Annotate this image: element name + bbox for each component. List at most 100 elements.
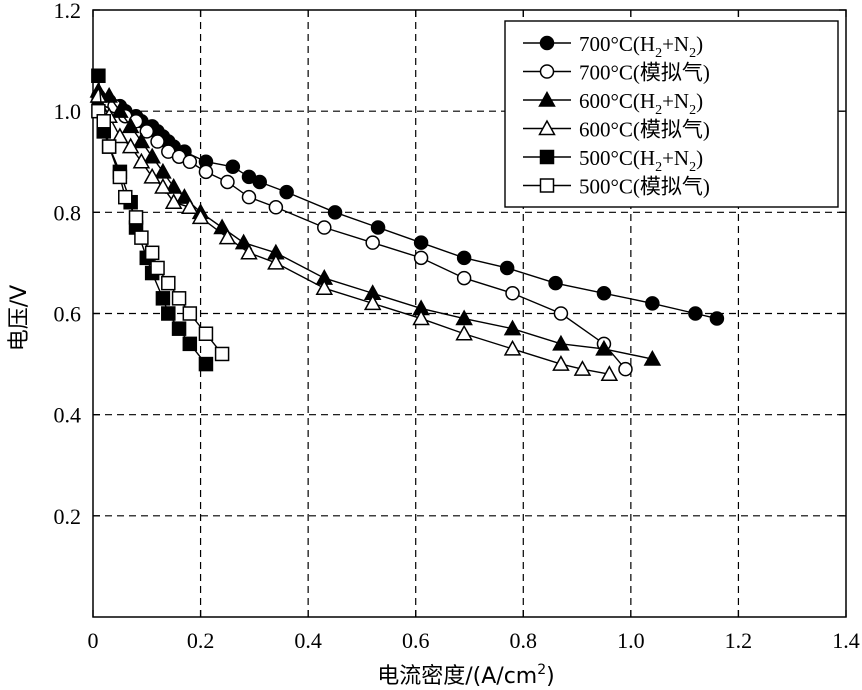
legend-label-sub1-0: 2 <box>655 46 662 61</box>
data-point-s5-7 <box>144 245 160 261</box>
legend-marker-1 <box>539 64 555 79</box>
data-point-s0-22 <box>548 275 563 291</box>
data-point-s1-14 <box>317 220 332 235</box>
data-point-s0-20 <box>456 250 472 266</box>
legend-label-0: 700°C(H2+N2) <box>579 32 703 61</box>
data-point-s2-16 <box>455 309 473 326</box>
data-point-s3-16 <box>455 324 473 341</box>
data-point-s1-13 <box>268 200 284 215</box>
legend-item-2: 600°C(H2+N2) <box>523 89 703 118</box>
data-point-s2-2 <box>111 102 129 118</box>
data-point-s2-19 <box>595 339 613 356</box>
data-point-s3-3 <box>121 137 140 154</box>
data-point-s1-17 <box>456 270 472 286</box>
data-point-s3-4 <box>132 152 151 169</box>
data-point-s2-3 <box>121 117 140 134</box>
legend-label-mid-2: +N <box>662 89 689 113</box>
data-point-s2-5 <box>143 147 161 164</box>
data-point-s0-15 <box>252 174 267 190</box>
data-point-s3-0 <box>89 86 108 103</box>
data-point-s1-16 <box>413 250 429 266</box>
x-tick-label-4: 0.8 <box>510 628 538 653</box>
data-point-s0-18 <box>370 220 386 235</box>
data-point-s3-5 <box>143 167 161 184</box>
data-point-s0-19 <box>413 235 429 250</box>
legend-label-mid-4: +N <box>662 146 689 170</box>
data-point-s3-13 <box>315 279 334 295</box>
data-point-s4-9 <box>161 306 176 321</box>
legend-marker-0 <box>539 35 555 51</box>
legend-label-prefix-3: 600°C(模拟气) <box>579 118 710 142</box>
data-point-s5-6 <box>134 230 149 245</box>
data-point-s3-2 <box>111 127 129 144</box>
data-point-s4-11 <box>182 336 198 352</box>
data-point-s1-5 <box>139 124 155 139</box>
data-point-s3-20 <box>600 365 619 381</box>
data-point-s2-4 <box>132 132 151 149</box>
x-tick-label-1: 0.2 <box>187 628 215 653</box>
data-point-s5-2 <box>101 139 117 154</box>
data-point-s3-18 <box>552 355 570 371</box>
y-tick-label-5: 1.2 <box>54 0 82 23</box>
legend-marker-5 <box>539 178 555 193</box>
data-point-s1-21 <box>618 361 633 377</box>
legend-label-4: 500°C(H2+N2) <box>579 146 703 175</box>
legend-marker-3 <box>538 119 556 136</box>
legend-label-sub1-2: 2 <box>655 103 662 118</box>
data-point-s4-10 <box>171 321 187 336</box>
data-point-s3-11 <box>240 243 258 260</box>
legend-label-suffix-4: ) <box>696 146 703 170</box>
data-point-s1-10 <box>198 164 214 180</box>
legend-label-prefix-4: 500°C(H <box>579 146 655 170</box>
x-tick-label-0: 0 <box>88 628 99 653</box>
legend-item-5: 500°C(模拟气) <box>523 175 710 199</box>
legend-label-suffix-2: ) <box>696 89 703 113</box>
data-point-s5-8 <box>150 260 165 276</box>
data-point-s5-13 <box>214 346 230 362</box>
data-point-s0-21 <box>499 260 515 276</box>
data-point-s3-19 <box>573 360 592 376</box>
data-point-s4-0 <box>91 68 106 84</box>
data-point-s5-5 <box>128 210 144 225</box>
data-point-s1-18 <box>505 286 520 301</box>
legend-box <box>504 20 839 208</box>
legend-label-sub2-2: 2 <box>689 103 696 118</box>
legend-item-0: 700°C(H2+N2) <box>523 32 703 61</box>
x-tick-label-2: 0.4 <box>294 628 322 653</box>
data-point-s0-16 <box>279 184 294 200</box>
data-point-s2-7 <box>164 177 183 194</box>
y-tick-label-2: 0.6 <box>54 302 82 327</box>
x-axis-title-sup: 2 <box>537 662 546 678</box>
data-point-s3-7 <box>164 193 183 209</box>
data-point-s3-17 <box>503 339 522 356</box>
data-point-s2-20 <box>643 349 662 366</box>
legend-label-prefix-0: 700°C(H <box>579 32 655 56</box>
legend-label-suffix-0: ) <box>696 32 703 56</box>
x-axis-title: 电流密度/(A/cm2) <box>377 662 555 689</box>
y-axis-title: 电压/V <box>7 285 32 351</box>
data-point-s0-23 <box>596 286 612 301</box>
legend-item-4: 500°C(H2+N2) <box>523 146 703 175</box>
axes: 0 0.2 0.4 0.6 0.8 1.0 1.2 1.4 0.2 0.4 0.6 0.8 1.0 1.2 <box>54 0 860 653</box>
legend-label-prefix-1: 700°C(模拟气) <box>579 61 710 85</box>
legend-label-5: 500°C(模拟气) <box>579 175 710 199</box>
data-point-s5-3 <box>112 169 128 185</box>
data-point-s3-14 <box>363 294 382 311</box>
data-point-s5-9 <box>161 275 176 291</box>
data-point-s2-17 <box>503 319 522 336</box>
legend: 700°C(H2+N2)700°C(模拟气)600°C(H2+N2)600°C(… <box>504 20 839 208</box>
data-point-s5-11 <box>182 306 198 321</box>
data-point-s3-12 <box>267 253 285 270</box>
legend-item-3: 600°C(模拟气) <box>523 118 710 142</box>
legend-item-1: 700°C(模拟气) <box>523 61 710 85</box>
data-point-s2-8 <box>175 188 194 204</box>
data-point-s3-8 <box>181 198 199 215</box>
data-point-s5-4 <box>118 189 133 205</box>
x-tick-label-3: 0.6 <box>402 628 430 653</box>
legend-label-1: 700°C(模拟气) <box>579 61 710 85</box>
data-point-s1-15 <box>365 235 380 250</box>
legend-label-prefix-2: 600°C(H <box>579 89 655 113</box>
data-point-s3-9 <box>191 208 210 225</box>
data-point-s1-12 <box>241 189 257 205</box>
data-point-s5-12 <box>198 326 214 341</box>
